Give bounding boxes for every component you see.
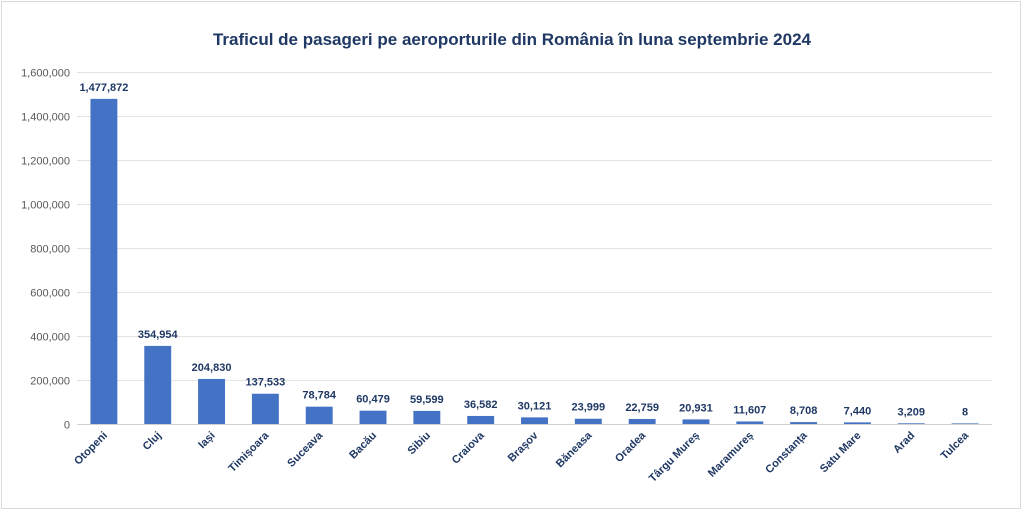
x-tick-label: Tulcea: [939, 429, 972, 462]
data-label: 8: [962, 406, 968, 418]
x-tick-label: Târgu Mureș: [647, 430, 702, 485]
bar: [897, 423, 925, 424]
y-tick-label: 1,400,000: [21, 112, 70, 124]
x-tick-label: Craiova: [450, 429, 488, 467]
chart-title: Traficul de pasageri pe aeroporturile di…: [212, 30, 811, 49]
x-tick-label: Maramureș: [706, 430, 756, 480]
data-label: 59,599: [410, 394, 444, 406]
bar: [951, 423, 979, 424]
data-label: 23,999: [571, 402, 605, 414]
x-tick-label: Suceava: [285, 429, 326, 470]
bar: [359, 410, 387, 424]
y-tick-label: 200,000: [30, 376, 70, 388]
x-tick-label: Satu Mare: [818, 430, 864, 476]
bar: [521, 417, 548, 424]
data-label: 36,582: [464, 399, 498, 411]
data-label: 20,931: [679, 402, 713, 414]
bar: [574, 418, 602, 424]
data-label: 60,479: [356, 394, 390, 406]
data-label: 204,830: [192, 362, 232, 374]
x-tick-label: Cluj: [141, 430, 164, 453]
x-tick-label: Iași: [196, 430, 217, 451]
y-tick-label: 0: [64, 420, 70, 432]
y-tick-label: 400,000: [30, 332, 70, 344]
bar: [251, 393, 279, 424]
y-tick-label: 600,000: [30, 288, 70, 300]
x-tick-label: Constanța: [763, 429, 810, 476]
y-tick-label: 1,200,000: [21, 156, 70, 168]
bar: [467, 415, 495, 424]
data-label: 3,209: [897, 406, 925, 418]
bar: [736, 421, 764, 424]
data-label: 30,121: [518, 400, 552, 412]
bar: [843, 422, 871, 424]
bar: [198, 378, 226, 424]
y-tick-label: 1,600,000: [21, 68, 70, 80]
x-tick-label: Sibiu: [405, 430, 432, 457]
data-label: 8,708: [790, 405, 818, 417]
y-tick-label: 800,000: [30, 244, 70, 256]
y-tick-label: 1,000,000: [21, 200, 70, 212]
x-tick-label: Bacău: [347, 430, 379, 462]
data-label: 137,533: [245, 377, 285, 389]
data-label: 22,759: [625, 402, 659, 414]
data-label: 354,954: [138, 329, 179, 341]
bar: [144, 345, 172, 424]
x-tick-label: Brașov: [506, 429, 541, 464]
x-tick-label: Oradea: [613, 429, 649, 465]
bar: [628, 418, 656, 424]
bar: [90, 98, 118, 424]
bar: [790, 422, 818, 424]
data-label: 78,784: [302, 390, 337, 402]
x-tick-label: Timișoara: [226, 429, 272, 475]
bar: [305, 406, 333, 424]
x-tick-label: Otopeni: [72, 430, 110, 468]
bar: [682, 419, 710, 424]
data-label: 1,477,872: [79, 82, 128, 94]
bar: [413, 410, 441, 424]
data-label: 11,607: [733, 404, 766, 416]
x-tick-label: Arad: [891, 430, 917, 456]
data-label: 7,440: [844, 405, 872, 417]
x-tick-label: Băneasa: [554, 429, 595, 470]
